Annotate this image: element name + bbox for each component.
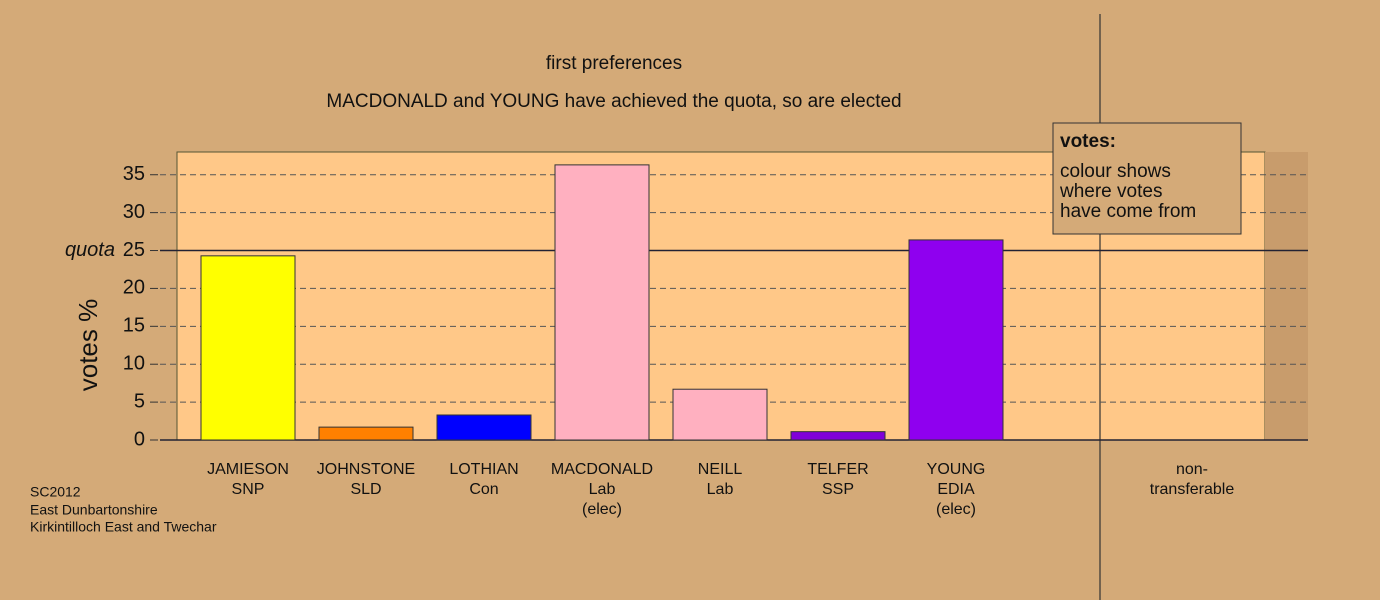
x-tick-label: MACDONALD [551, 461, 653, 478]
quota-label: quota [65, 239, 115, 261]
footer: Kirkintilloch East and Twechar [30, 519, 217, 535]
x-tick-label: SSP [822, 481, 854, 498]
legend-text: where votes [1059, 181, 1162, 202]
x-tick-label: transferable [1150, 481, 1235, 498]
x-tick-label: non- [1176, 461, 1208, 478]
y-tick-label: 25 [123, 239, 145, 261]
bar [790, 431, 886, 441]
x-tick-label: LOTHIAN [449, 461, 518, 478]
y-tick-label: 20 [123, 277, 145, 299]
bar [318, 426, 414, 441]
footer: East Dunbartonshire [30, 502, 158, 518]
y-tick-label: 5 [134, 390, 145, 412]
bar [200, 255, 296, 441]
plot: 0 5 10 15 20 25 30 35 quota JAMIESON SNP JOHNSTONE S… [65, 163, 1308, 518]
footer: SC2012 [30, 484, 81, 500]
legend-text: colour shows [1060, 161, 1171, 182]
x-tick-label: Con [469, 481, 498, 498]
chart-subtitle: MACDONALD and YOUNG have achieved the qu… [326, 91, 901, 112]
bar [672, 388, 768, 441]
x-tick-label: JOHNSTONE [317, 461, 415, 478]
bar [908, 239, 1004, 441]
y-tick-label: 10 [123, 352, 145, 374]
plot-margin [1265, 152, 1308, 440]
bar [436, 414, 532, 441]
x-tick-label: TELFER [807, 461, 868, 478]
x-tick-label: Lab [589, 481, 616, 498]
y-tick-label: 15 [123, 315, 145, 337]
y-tick-label: 30 [123, 201, 145, 223]
chart-title: first preferences [546, 53, 682, 74]
legend-box [1052, 122, 1242, 235]
x-tick-label: NEILL [698, 461, 743, 478]
x-tick-label: Lab [707, 481, 734, 498]
legend-text: have come from [1060, 201, 1196, 222]
x-tick-label: SNP [232, 481, 265, 498]
x-tick-label: JAMIESON [207, 461, 289, 478]
x-tick-label: (elec) [582, 501, 622, 518]
y-tick-label: 0 [134, 428, 145, 450]
y-tick-label: 35 [123, 163, 145, 185]
x-tick-label: EDIA [937, 481, 975, 498]
x-tick-label: (elec) [936, 501, 976, 518]
legend-title: votes: [1060, 131, 1116, 152]
y-axis-label: votes % [73, 299, 103, 392]
x-tick-label: YOUNG [927, 461, 986, 478]
bar [554, 164, 650, 441]
x-tick-label: SLD [350, 481, 381, 498]
